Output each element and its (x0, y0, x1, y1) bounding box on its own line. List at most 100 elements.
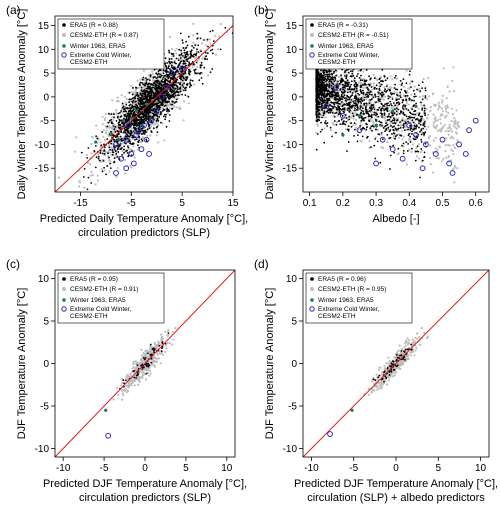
point-era5 (197, 44, 200, 47)
point-cesm (433, 126, 436, 129)
point-era5 (181, 39, 184, 42)
point-cesm (103, 139, 107, 142)
point-cesm (148, 77, 151, 80)
legend-text: Extreme Cold Winter, (70, 52, 132, 59)
point-era5 (168, 51, 171, 54)
point-cesm (103, 118, 106, 122)
point-era5 (114, 150, 117, 153)
point-era5 (160, 79, 163, 82)
point-cesm (390, 86, 393, 89)
point-cesm (383, 117, 387, 120)
point-era5 (380, 112, 382, 115)
point-cesm (437, 129, 440, 132)
point-era5 (186, 83, 189, 86)
point-era5 (171, 108, 174, 110)
point-era5 (161, 92, 164, 95)
point-era5 (398, 98, 400, 100)
point-era5 (103, 166, 105, 169)
point-era5 (424, 95, 427, 97)
point-extreme (113, 141, 119, 148)
point-cesm (73, 150, 77, 153)
point-era5 (318, 79, 320, 81)
point-era5 (131, 136, 134, 139)
point-era5 (381, 116, 383, 118)
point-cesm (413, 122, 416, 125)
point-era5 (414, 113, 417, 116)
point-era5 (169, 62, 172, 65)
point-cesm (399, 93, 402, 96)
point-cesm (352, 124, 355, 127)
point-era5 (132, 109, 135, 112)
point-cesm (177, 57, 180, 60)
point-era5 (143, 133, 146, 135)
point-era5 (108, 112, 110, 115)
point-era5 (128, 116, 131, 119)
point-era5 (353, 77, 356, 80)
point-era5 (188, 73, 191, 75)
point-era5 (170, 66, 173, 68)
point-era5 (168, 100, 170, 103)
point-cesm (192, 22, 195, 25)
point-cesm (90, 152, 93, 155)
point-era5 (195, 52, 198, 55)
point-era5 (160, 74, 163, 77)
point-era5 (373, 87, 376, 90)
point-cesm (429, 110, 432, 113)
x-tick-label: -15 (73, 198, 88, 209)
point-cesm (378, 96, 381, 100)
point-cesm (325, 116, 328, 119)
point-era5 (200, 64, 203, 67)
point-era5 (381, 68, 384, 71)
point-era5 (128, 98, 131, 101)
point-cesm (149, 134, 152, 137)
point-era5 (146, 87, 149, 90)
point-era5 (331, 76, 334, 79)
point-era5 (155, 102, 158, 105)
point-era5 (399, 80, 402, 82)
point-era5 (108, 146, 111, 149)
point-cesm (391, 96, 394, 99)
point-era5 (369, 127, 372, 130)
point-era5 (95, 156, 98, 159)
point-era5 (128, 123, 131, 126)
point-cesm (453, 166, 456, 169)
point-cesm (200, 42, 204, 45)
point-era5 (367, 115, 370, 118)
point-cesm (95, 124, 98, 127)
point-cesm (372, 120, 375, 124)
point-cesm (125, 98, 128, 101)
point-era5 (399, 95, 401, 97)
point-era5 (350, 80, 353, 83)
point-cesm (444, 149, 447, 153)
point-era5 (363, 96, 366, 99)
point-cesm (191, 66, 194, 69)
point-era5 (142, 92, 145, 95)
point-era5 (150, 93, 152, 95)
point-era5 (182, 86, 185, 88)
point-era5 (168, 81, 171, 84)
point-cesm (130, 84, 133, 87)
point-era5 (191, 54, 193, 57)
point-era5 (347, 88, 349, 91)
point-cesm (102, 129, 105, 132)
point-era5 (224, 26, 227, 29)
point-era5 (156, 106, 159, 109)
point-era5 (121, 147, 123, 149)
point-era5 (164, 57, 167, 60)
point-cesm (108, 131, 111, 134)
point-era5 (328, 109, 331, 112)
point-era5 (185, 86, 187, 89)
point-cesm (442, 67, 445, 70)
point-era5 (164, 70, 167, 72)
point-extreme (123, 136, 130, 143)
point-era5 (136, 118, 139, 121)
point-era5 (132, 105, 135, 108)
point-era5 (105, 173, 107, 176)
point-era5 (139, 121, 142, 124)
point-cesm (349, 116, 352, 119)
point-cesm (368, 146, 371, 150)
point-era5 (97, 155, 100, 158)
point-cesm (418, 95, 421, 98)
point-cesm (359, 121, 362, 124)
point-era5 (152, 84, 155, 87)
